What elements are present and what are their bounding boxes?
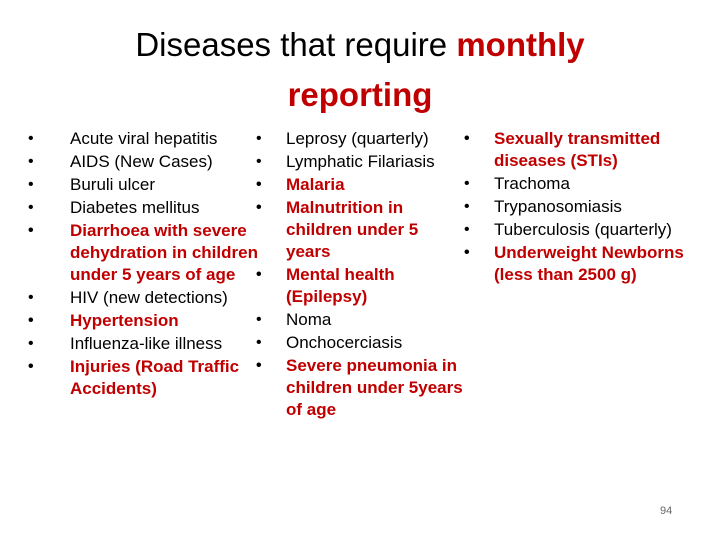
list-item: Trypanosomiasis [464,196,704,218]
list-item: Acute viral hepatitis [28,128,258,150]
list-item: Trachoma [464,173,704,195]
list-item: Severe pneumonia in children under 5year… [256,355,466,421]
list-item: Malaria [256,174,466,196]
list-item: Malnutrition in children under 5 years [256,197,466,263]
list-item: Injuries (Road Traffic Accidents) [28,356,258,400]
list-item: Underweight Newborns (less than 2500 g) [464,242,704,286]
list-item: Hypertension [28,310,258,332]
list-item: Influenza-like illness [28,333,258,355]
disease-list-column-2: Leprosy (quarterly)Lymphatic FilariasisM… [256,128,466,422]
list-item: Lymphatic Filariasis [256,151,466,173]
title-text: Diseases that require [135,26,457,63]
disease-list-column-1: Acute viral hepatitisAIDS (New Cases)Bur… [28,128,258,401]
list-item: Diabetes mellitus [28,197,258,219]
page-number: 94 [660,505,673,517]
list-item: Diarrhoea with severe dehydration in chi… [28,220,258,286]
list-item: Mental health (Epilepsy) [256,264,466,308]
list-item: Tuberculosis (quarterly) [464,219,704,241]
list-item: Leprosy (quarterly) [256,128,466,150]
list-item: Buruli ulcer [28,174,258,196]
disease-list-column-3: Sexually transmitted diseases (STIs)Trac… [464,128,704,287]
list-item: Onchocerciasis [256,332,466,354]
list-item: Noma [256,309,466,331]
page-title: Diseases that require monthly reporting [90,20,630,120]
title-highlight: monthly reporting [287,26,585,113]
list-item: Sexually transmitted diseases (STIs) [464,128,704,172]
list-item: AIDS (New Cases) [28,151,258,173]
list-item: HIV (new detections) [28,287,258,309]
